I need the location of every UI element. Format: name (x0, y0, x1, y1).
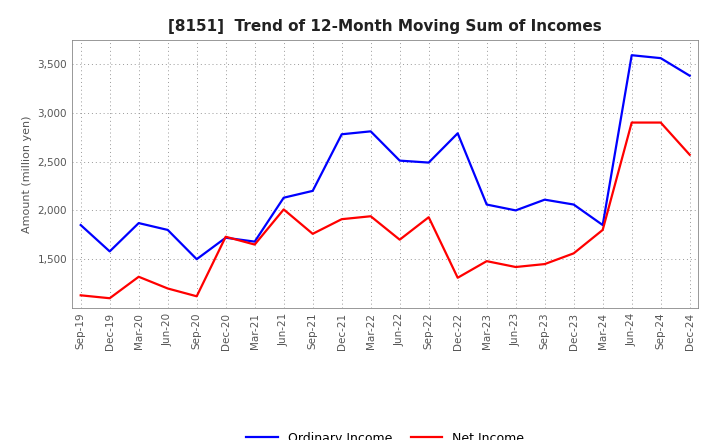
Ordinary Income (598, 222, 607, 227)
Ordinary Income (279, 195, 288, 200)
Net Income (627, 120, 636, 125)
Ordinary Income (76, 222, 85, 227)
Ordinary Income (541, 197, 549, 202)
Ordinary Income (366, 129, 375, 134)
Net Income (598, 227, 607, 233)
Net Income (76, 293, 85, 298)
Ordinary Income (454, 131, 462, 136)
Y-axis label: Amount (million yen): Amount (million yen) (22, 115, 32, 233)
Net Income (251, 242, 259, 247)
Ordinary Income (395, 158, 404, 163)
Ordinary Income (482, 202, 491, 207)
Ordinary Income (135, 220, 143, 226)
Ordinary Income (657, 55, 665, 61)
Net Income (221, 234, 230, 239)
Ordinary Income (163, 227, 172, 233)
Ordinary Income (221, 235, 230, 240)
Ordinary Income (338, 132, 346, 137)
Net Income (454, 275, 462, 280)
Ordinary Income (685, 73, 694, 78)
Net Income (541, 261, 549, 267)
Net Income (308, 231, 317, 236)
Net Income (570, 251, 578, 256)
Net Income (511, 264, 520, 270)
Ordinary Income (424, 160, 433, 165)
Line: Net Income: Net Income (81, 123, 690, 298)
Ordinary Income (570, 202, 578, 207)
Net Income (105, 296, 114, 301)
Net Income (424, 215, 433, 220)
Ordinary Income (308, 188, 317, 194)
Title: [8151]  Trend of 12-Month Moving Sum of Incomes: [8151] Trend of 12-Month Moving Sum of I… (168, 19, 602, 34)
Line: Ordinary Income: Ordinary Income (81, 55, 690, 259)
Net Income (338, 216, 346, 222)
Net Income (135, 274, 143, 279)
Ordinary Income (627, 52, 636, 58)
Net Income (685, 152, 694, 158)
Net Income (395, 237, 404, 242)
Ordinary Income (511, 208, 520, 213)
Legend: Ordinary Income, Net Income: Ordinary Income, Net Income (241, 427, 529, 440)
Ordinary Income (105, 249, 114, 254)
Net Income (366, 213, 375, 219)
Net Income (192, 293, 201, 299)
Net Income (657, 120, 665, 125)
Net Income (482, 259, 491, 264)
Net Income (163, 286, 172, 291)
Ordinary Income (192, 257, 201, 262)
Net Income (279, 207, 288, 212)
Ordinary Income (251, 239, 259, 244)
